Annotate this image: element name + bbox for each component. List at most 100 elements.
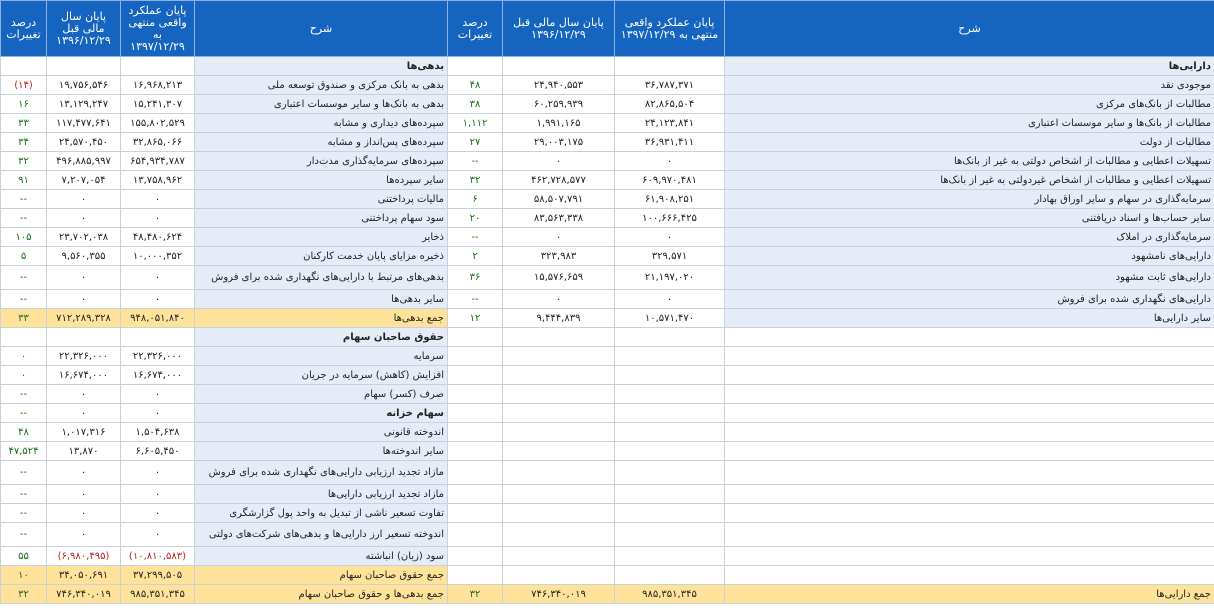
asset-change-value: ۴۸	[447, 75, 503, 95]
asset-empty-cell	[502, 422, 615, 442]
liability-previous-value: ۱۳,۱۲۹,۲۴۷	[46, 94, 121, 114]
asset-previous-value: ۷۴۶,۳۴۰,۰۱۹	[502, 584, 615, 604]
asset-empty-cell	[724, 503, 1214, 523]
liability-change-value: ۳۳	[0, 308, 47, 328]
asset-empty-cell	[502, 403, 615, 423]
liability-desc-cell: جمع حقوق صاحبان سهام	[194, 565, 448, 585]
liability-change-value: --	[0, 208, 47, 228]
table-row: حقوق صاحبان سهام	[0, 327, 1214, 347]
grand-total-row: جمع دارایی‌ها ۹۸۵,۳۵۱,۳۴۵ ۷۴۶,۳۴۰,۰۱۹ ۳۲ جمع…	[0, 584, 1214, 604]
asset-empty-cell	[724, 403, 1214, 423]
liability-current-value: ۰	[120, 208, 195, 228]
liability-current-value: ۱۵۵,۸۰۲,۵۲۹	[120, 113, 195, 133]
liability-current-value: ۰	[120, 403, 195, 423]
asset-desc-cell: تسهیلات اعطایی و مطالبات از اشخاص دولتی …	[724, 151, 1214, 171]
asset-desc-cell: دارایی‌های نامشهود	[724, 246, 1214, 266]
asset-change-value: ۳۲	[447, 584, 503, 604]
liability-current-value: ۰	[120, 522, 195, 547]
table-row: مطالبات از بانک‌ها و سایر موسسات اعتباری…	[0, 113, 1214, 133]
asset-empty-cell	[724, 460, 1214, 485]
liability-current-value: ۰	[120, 189, 195, 209]
liability-change-value: --	[0, 484, 47, 504]
liability-current-value: ۱۶,۶۷۴,۰۰۰	[120, 365, 195, 385]
asset-change-value: ۳۸	[447, 94, 503, 114]
asset-empty-cell	[724, 522, 1214, 547]
liability-current-value: ۲۲,۳۲۶,۰۰۰	[120, 346, 195, 366]
table-row: سایر حساب‌ها و اسناد دریافتنی ۱۰۰,۶۶۶,۴۲۵…	[0, 208, 1214, 228]
liability-desc-cell: سایر اندوخته‌ها	[194, 441, 448, 461]
liability-desc-cell: سرمایه	[194, 346, 448, 366]
liability-change-value: ۴۸	[0, 422, 47, 442]
asset-previous-value: ۰	[502, 289, 615, 309]
asset-desc-cell: سرمایه‌گذاری در املاک	[724, 227, 1214, 247]
liability-previous-value: ۰	[46, 403, 121, 423]
asset-change-value: ۲	[447, 246, 503, 266]
table-body: دارایی‌ها بدهی‌ها موجودی نقد ۳۶,۷۸۷,۳۷۱ ۲۴,۹…	[0, 56, 1214, 604]
asset-current-value: ۲۴,۱۲۳,۸۴۱	[614, 113, 725, 133]
asset-empty-cell	[614, 503, 725, 523]
asset-current-value: ۱۰,۵۷۱,۴۷۰	[614, 308, 725, 328]
liability-desc-cell: سپرده‌های سرمایه‌گذاری مدت‌دار	[194, 151, 448, 171]
asset-change-value: --	[447, 151, 503, 171]
asset-current-value: ۰	[614, 289, 725, 309]
liability-current-value: ۰	[120, 289, 195, 309]
asset-empty-cell	[724, 546, 1214, 566]
liability-empty-cell	[0, 327, 47, 347]
liability-empty-cell	[46, 56, 121, 76]
liability-change-value: ۳۳	[0, 113, 47, 133]
table-row: اندوخته تسعیر ارز دارایی‌ها و بدهی‌های ش…	[0, 522, 1214, 547]
asset-current-value: ۳۶,۷۸۷,۳۷۱	[614, 75, 725, 95]
asset-empty-cell	[724, 346, 1214, 366]
asset-empty-cell	[614, 403, 725, 423]
table-row: دارایی‌های نگهداری شده برای فروش ۰ ۰ -- سایر…	[0, 289, 1214, 309]
asset-previous-value: ۹,۴۴۴,۸۳۹	[502, 308, 615, 328]
liability-previous-value: ۱۶,۶۷۴,۰۰۰	[46, 365, 121, 385]
table-row: تفاوت تسعیر ناشی از تبدیل به واحد پول گز…	[0, 503, 1214, 523]
liabilities-previous-header: پایان سال مالی قبل ۱۳۹۶/۱۲/۲۹	[46, 0, 121, 57]
asset-empty-cell	[447, 346, 503, 366]
liability-current-value: ۳۲,۸۶۵,۰۶۶	[120, 132, 195, 152]
liability-current-value: ۳۷,۲۹۹,۵۰۵	[120, 565, 195, 585]
liability-desc-cell: سایر سپرده‌ها	[194, 170, 448, 190]
liability-empty-cell	[120, 56, 195, 76]
asset-empty-cell	[447, 56, 503, 76]
asset-desc-cell: مطالبات از بانک‌ها و سایر موسسات اعتباری	[724, 113, 1214, 133]
liability-current-value: ۰	[120, 484, 195, 504]
liability-previous-value: ۷۴۶,۳۴۰,۰۱۹	[46, 584, 121, 604]
liability-previous-value: ۲۴,۵۷۰,۴۵۰	[46, 132, 121, 152]
asset-empty-cell	[614, 327, 725, 347]
liability-change-value: --	[0, 265, 47, 290]
liability-previous-value: ۰	[46, 289, 121, 309]
asset-empty-cell	[502, 56, 615, 76]
table-row: دارایی‌های نامشهود ۳۲۹,۵۷۱ ۳۲۳,۹۸۳ ۲ ذخیره م…	[0, 246, 1214, 266]
asset-empty-cell	[447, 522, 503, 547]
asset-empty-cell	[447, 422, 503, 442]
table-row: افزایش (کاهش) سرمایه در جریان ۱۶,۶۷۴,۰۰۰ ۱…	[0, 365, 1214, 385]
asset-empty-cell	[447, 327, 503, 347]
liability-previous-value: ۲۳,۷۰۲,۰۳۸	[46, 227, 121, 247]
liability-change-value: ۵۵	[0, 546, 47, 566]
table-row: سرمایه‌گذاری در سهام و سایر اوراق بهادار…	[0, 189, 1214, 209]
asset-empty-cell	[724, 327, 1214, 347]
liability-previous-value: ۰	[46, 460, 121, 485]
asset-desc-cell: موجودی نقد	[724, 75, 1214, 95]
asset-empty-cell	[614, 384, 725, 404]
asset-change-value: ۱۲	[447, 308, 503, 328]
liability-desc-cell: تفاوت تسعیر ناشی از تبدیل به واحد پول گز…	[194, 503, 448, 523]
liability-previous-value: ۹,۵۶۰,۳۵۵	[46, 246, 121, 266]
table-row: سرمایه ۲۲,۳۲۶,۰۰۰ ۲۲,۳۲۶,۰۰۰ ۰	[0, 346, 1214, 366]
liability-change-value: ۰	[0, 365, 47, 385]
asset-empty-cell	[614, 441, 725, 461]
asset-empty-cell	[502, 365, 615, 385]
asset-current-value: ۶۰۹,۹۷۰,۴۸۱	[614, 170, 725, 190]
asset-empty-cell	[447, 484, 503, 504]
liabilities-current-header: پایان عملکرد واقعی منتهی به ۱۳۹۷/۱۲/۲۹	[120, 0, 195, 57]
asset-empty-cell	[447, 565, 503, 585]
liability-desc-cell: بدهی به بانک‌ها و سایر موسسات اعتباری	[194, 94, 448, 114]
table-row: سایر دارایی‌ها ۱۰,۵۷۱,۴۷۰ ۹,۴۴۴,۸۳۹ ۱۲ جمع ب…	[0, 308, 1214, 328]
liability-change-value: ۱۰	[0, 565, 47, 585]
asset-empty-cell	[614, 346, 725, 366]
liability-change-value: ۳۴	[0, 132, 47, 152]
liability-current-value: ۱۰,۰۰۰,۳۵۲	[120, 246, 195, 266]
